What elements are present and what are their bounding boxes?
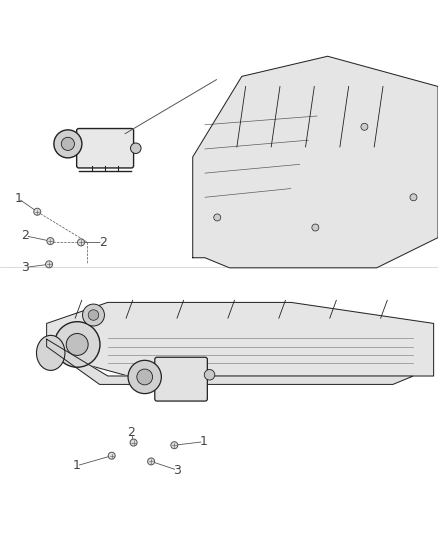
Circle shape	[47, 238, 54, 245]
Circle shape	[312, 224, 319, 231]
Circle shape	[108, 452, 115, 459]
Circle shape	[34, 208, 41, 215]
Ellipse shape	[36, 335, 65, 370]
Text: 3: 3	[173, 464, 181, 477]
Polygon shape	[193, 56, 438, 268]
Text: 2: 2	[99, 236, 107, 249]
Circle shape	[46, 261, 53, 268]
Text: 1: 1	[200, 435, 208, 448]
Circle shape	[128, 360, 161, 393]
Circle shape	[78, 239, 85, 246]
Circle shape	[54, 130, 82, 158]
Circle shape	[137, 369, 152, 385]
Circle shape	[410, 194, 417, 201]
Text: 2: 2	[127, 426, 135, 439]
Text: 3: 3	[21, 261, 29, 274]
Polygon shape	[47, 339, 413, 384]
Circle shape	[148, 458, 155, 465]
Circle shape	[82, 304, 104, 326]
Circle shape	[214, 214, 221, 221]
Circle shape	[61, 138, 74, 150]
Polygon shape	[47, 302, 434, 376]
Circle shape	[130, 439, 137, 446]
Circle shape	[204, 369, 215, 380]
Circle shape	[131, 143, 141, 154]
FancyBboxPatch shape	[77, 128, 134, 168]
Text: 1: 1	[73, 459, 81, 472]
Circle shape	[66, 334, 88, 356]
Text: 2: 2	[21, 229, 29, 243]
Circle shape	[54, 322, 100, 367]
Circle shape	[88, 310, 99, 320]
FancyBboxPatch shape	[155, 357, 207, 401]
Circle shape	[171, 442, 178, 449]
Circle shape	[361, 123, 368, 130]
Text: 1: 1	[14, 192, 22, 205]
